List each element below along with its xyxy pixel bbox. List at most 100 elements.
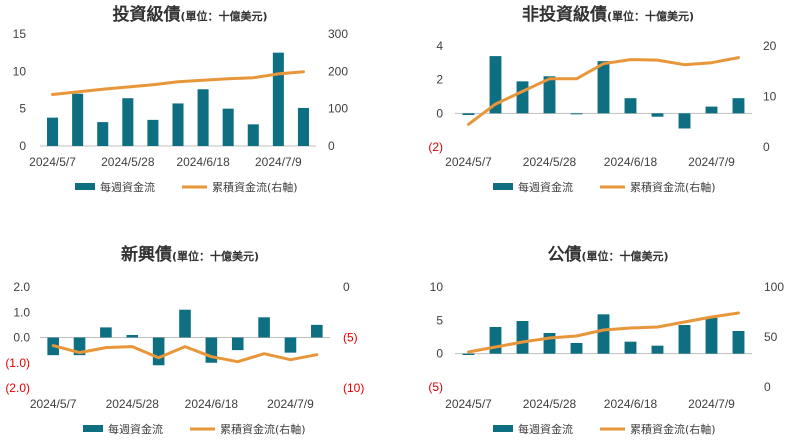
y-left-tick-label: 15: [13, 27, 27, 41]
x-tick-label: 2024/7/9: [688, 155, 735, 169]
bar: [73, 337, 86, 356]
chart-title-unit: (單位：十億美元): [607, 9, 694, 23]
y-right-tick-label: 100: [764, 280, 784, 294]
y-left-tick-label: 0: [19, 139, 26, 153]
x-tick-label: 2024/7/9: [267, 397, 314, 411]
y-left-tick-label: 10: [430, 280, 444, 294]
bar: [651, 113, 664, 117]
bar: [678, 325, 691, 354]
x-tick-label: 2024/5/7: [29, 155, 76, 169]
y-left-tick-label: 0.0: [13, 331, 30, 345]
x-tick-label: 2024/7/9: [688, 397, 735, 411]
bar: [570, 113, 583, 115]
bar: [489, 327, 502, 354]
chart-panel-2: 非投資級債(單位：十億美元) (2) 0 2 4 0 10 20 2024/5/7 2024/5/…: [428, 4, 776, 194]
bar: [222, 108, 234, 146]
bar: [597, 61, 610, 114]
bar: [489, 56, 502, 114]
chart-title-unit: (單位：十億美元): [180, 9, 267, 23]
y-left-tick-label: 1.0: [13, 305, 30, 319]
x-tick-label: 2024/5/28: [523, 155, 577, 169]
bar: [97, 122, 109, 146]
bar: [311, 324, 323, 338]
y-left-tick-label: (5): [428, 380, 443, 394]
y-left-tick-label: 2: [436, 73, 443, 87]
bar: [732, 331, 745, 354]
x-tick-label: 2024/5/7: [445, 155, 492, 169]
bar: [570, 343, 583, 354]
bar: [543, 76, 556, 114]
y-right-tick-label: 0: [328, 139, 335, 153]
bar: [678, 113, 691, 129]
legend-label: 每週資金流: [108, 422, 163, 436]
bar: [651, 345, 664, 354]
bar: [597, 314, 610, 354]
legend-label: 每週資金流: [518, 180, 573, 194]
bar: [100, 327, 112, 338]
legend: 每週資金流 累積資金流(右軸): [75, 180, 298, 194]
chart-title-main: 投資級債: [112, 4, 180, 25]
chart-title: 新興債(單位：十億美元): [121, 244, 259, 265]
y-left-tick-label: (2): [428, 140, 443, 154]
cumulative-line: [467, 311, 740, 354]
x-tick-label: 2024/5/7: [445, 397, 492, 411]
legend-bar-swatch: [493, 425, 513, 432]
legend-label: 累積資金流(右軸): [212, 180, 298, 194]
bar: [72, 93, 84, 146]
y-right-tick-label: 10: [763, 90, 777, 104]
chart-title: 投資級債(單位：十億美元): [112, 4, 267, 25]
bar: [247, 124, 259, 146]
cumulative-line: [467, 56, 740, 126]
y-right-tick-label: (10): [343, 381, 364, 395]
x-tick-label: 2024/6/18: [604, 155, 658, 169]
legend-bar-swatch: [83, 425, 103, 432]
legend-label: 累積資金流(右軸): [630, 180, 716, 194]
chart-title: 非投資級債(單位：十億美元): [522, 4, 694, 25]
legend-label: 累積資金流(右軸): [220, 422, 306, 436]
chart-title-main: 公債: [547, 244, 581, 265]
legend-label: 每週資金流: [518, 422, 573, 436]
bar: [272, 52, 284, 146]
y-left-tick-label: 10: [13, 64, 27, 78]
bar: [258, 317, 270, 338]
bar: [197, 89, 209, 146]
y-right-tick-label: 50: [764, 330, 778, 344]
y-right-tick-label: 20: [763, 39, 777, 53]
chart-panel-3: 新興債(單位：十億美元) (2.0) (1.0) 0.0 1.0 2.0 (10) (5) 0 2…: [5, 244, 364, 436]
bar: [705, 317, 718, 354]
chart-title: 公債(單位：十億美元): [547, 244, 668, 265]
bar: [152, 337, 165, 366]
bar: [624, 341, 637, 354]
bar: [231, 337, 244, 351]
legend: 每週資金流 累積資金流(右軸): [493, 180, 716, 194]
chart-title-main: 非投資級債: [522, 4, 607, 25]
y-right-tick-label: 200: [328, 64, 348, 78]
bar: [179, 309, 191, 338]
bar: [126, 334, 139, 338]
chart-title-unit: (單位：十億美元): [581, 249, 668, 263]
cumulative-line: [51, 70, 305, 96]
y-left-tick-label: 0: [436, 347, 443, 361]
x-tick-label: 2024/5/28: [106, 397, 160, 411]
bar: [732, 98, 745, 114]
bar: [147, 119, 159, 146]
legend: 每週資金流 累積資金流(右軸): [493, 422, 716, 436]
y-left-tick-label: 2.0: [13, 280, 30, 294]
y-left-tick-label: (2.0): [5, 381, 30, 395]
chart-title-main: 新興債: [121, 244, 172, 265]
bar: [47, 117, 59, 146]
chart-panel-1: 投資級債(單位：十億美元) 0 5 10 15 0 100 200 300 2024/5/7 202…: [13, 4, 349, 194]
y-left-tick-label: 5: [19, 102, 26, 116]
y-right-tick-label: (5): [343, 331, 358, 345]
x-tick-label: 2024/7/9: [255, 155, 302, 169]
bar: [205, 337, 218, 363]
x-tick-label: 2024/5/7: [30, 397, 77, 411]
legend-bar-swatch: [75, 183, 95, 190]
bar: [624, 98, 637, 114]
bar: [543, 333, 556, 354]
y-right-tick-label: 300: [328, 27, 348, 41]
x-tick-label: 2024/6/18: [604, 397, 658, 411]
y-left-tick-label: (1.0): [5, 356, 30, 370]
bar: [284, 337, 297, 353]
